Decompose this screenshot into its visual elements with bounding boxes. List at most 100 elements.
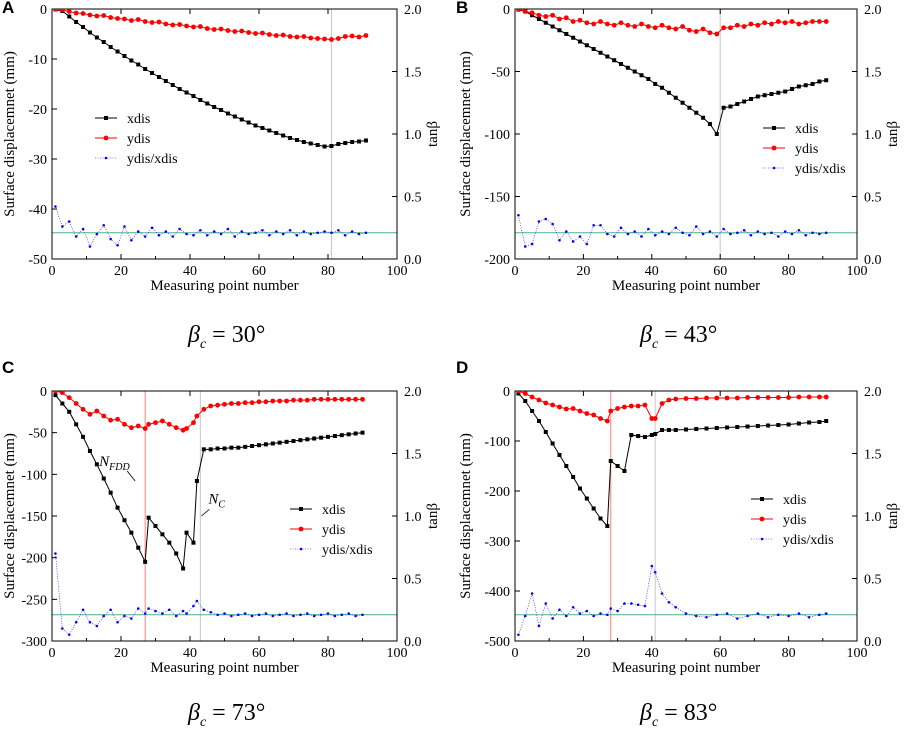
data-point-ratio: [551, 222, 554, 226]
data-point-ratio: [264, 612, 268, 615]
data-point-ratio: [81, 608, 85, 612]
y-tick-label: -30: [28, 153, 47, 168]
data-point-ratio: [736, 231, 739, 235]
x-tick-label: 40: [645, 264, 659, 279]
data-point-xdis: [694, 110, 699, 115]
data-point-ratio: [736, 617, 739, 620]
data-point-xdis: [270, 441, 275, 446]
data-point-xdis: [143, 67, 148, 71]
data-point-ratio: [312, 614, 316, 618]
data-point-ydis: [755, 22, 761, 28]
data-point-xdis: [288, 136, 293, 140]
data-point-ydis: [263, 399, 269, 405]
data-point-ydis: [335, 36, 341, 41]
data-point-xdis: [680, 100, 685, 105]
x-tick-label: 80: [782, 264, 796, 279]
data-point-xdis: [81, 25, 86, 29]
data-point-xdis: [776, 423, 781, 427]
data-point-xdis: [94, 462, 99, 467]
data-point-ratio: [357, 232, 361, 236]
data-point-ratio: [517, 633, 520, 637]
chart-panel-b: B 0 20 40 60 80 100 0 -50 -100 -150 -200 0.0 0.5 1.0 1…: [453, 0, 906, 300]
data-point-ratio: [616, 609, 619, 613]
chart-b-svg: 0 20 40 60 80 100 0 -50 -100 -150 -200 0.0 0.5 1.0 1.5…: [458, 3, 901, 294]
data-point-xdis: [557, 28, 562, 33]
data-point-xdis: [136, 62, 141, 67]
x-tick-label: 100: [847, 646, 868, 661]
data-point-xdis: [584, 496, 589, 501]
legend-marker: [760, 497, 764, 501]
data-point-xdis: [194, 479, 199, 483]
caption-value: = 43°: [658, 322, 718, 348]
data-point-ydis: [755, 395, 761, 400]
data-point-xdis: [315, 143, 320, 147]
legend-label: xdis: [795, 122, 818, 137]
x-tick-label: 100: [387, 264, 408, 279]
data-point-ratio: [130, 238, 133, 242]
series-line-ydis: [518, 391, 827, 422]
data-point-ratio: [558, 238, 561, 242]
data-point-ratio: [660, 592, 664, 595]
data-point-ratio: [797, 612, 801, 615]
data-point-xdis: [332, 434, 337, 438]
data-point-ydis: [87, 411, 93, 417]
data-point-ratio: [578, 235, 582, 238]
legend-label: ydis/xdis: [783, 533, 834, 548]
data-point-xdis: [346, 432, 351, 437]
data-point-xdis: [694, 427, 699, 431]
data-point-ydis: [122, 16, 127, 22]
x-tick-label: 20: [114, 264, 128, 279]
data-point-ydis: [315, 36, 321, 41]
data-point-ratio: [237, 613, 240, 617]
data-point-xdis: [742, 99, 747, 104]
caption-symbol: β: [188, 700, 200, 726]
data-point-ratio: [212, 230, 216, 233]
x-axis-label: Measuring point number: [612, 660, 760, 676]
data-point-xdis: [707, 122, 712, 126]
data-point-xdis: [101, 40, 106, 44]
legend-marker: [760, 537, 764, 541]
data-point-ratio: [544, 602, 548, 605]
data-point-ydis: [666, 397, 672, 403]
data-point-xdis: [762, 93, 767, 98]
data-point-xdis: [684, 427, 688, 432]
data-point-xdis: [143, 559, 148, 564]
data-point-xdis: [666, 428, 671, 432]
caption-value: = 83°: [658, 700, 718, 726]
data-point-ydis: [714, 31, 720, 37]
data-point-ratio: [640, 235, 643, 238]
data-point-ydis: [108, 417, 114, 423]
legend-marker: [772, 126, 776, 130]
chart-panel-d: D 0 20 40 60 80 100 0 -100 -200 -300 -400 -500 0.0 0.…: [453, 358, 906, 676]
data-point-ratio: [350, 230, 354, 233]
caption-subscript: c: [199, 714, 207, 730]
data-point-ratio: [285, 612, 288, 615]
data-point-xdis: [201, 447, 206, 452]
data-point-ratio: [790, 232, 794, 236]
data-point-ratio: [109, 608, 112, 612]
data-point-xdis: [769, 92, 774, 96]
data-point-ratio: [168, 608, 171, 612]
data-point-xdis: [755, 94, 760, 99]
x-tick-label: 20: [114, 646, 128, 661]
data-point-xdis: [329, 144, 334, 148]
caption-subscript: c: [651, 336, 659, 352]
data-point-ydis: [204, 26, 210, 31]
y-axis-label: Surface displacemnet (mm): [458, 433, 474, 599]
data-point-ratio: [150, 226, 154, 230]
plot-area: [516, 9, 829, 248]
data-point-xdis: [646, 77, 651, 81]
x-tick-label: 40: [183, 264, 197, 279]
data-point-xdis: [67, 14, 72, 19]
annotation-sub: FDD: [108, 462, 130, 473]
data-point-ydis: [260, 30, 265, 36]
data-point-ratio: [192, 233, 195, 237]
series-line-ydis: [518, 9, 827, 35]
data-point-ratio: [517, 213, 520, 217]
data-point-ratio: [299, 613, 302, 617]
data-point-xdis: [755, 424, 760, 428]
data-point-ydis: [728, 25, 733, 31]
y-tick-label: 0: [503, 3, 510, 18]
data-point-xdis: [81, 434, 86, 439]
y2-axis-label: tanβ: [885, 121, 901, 147]
